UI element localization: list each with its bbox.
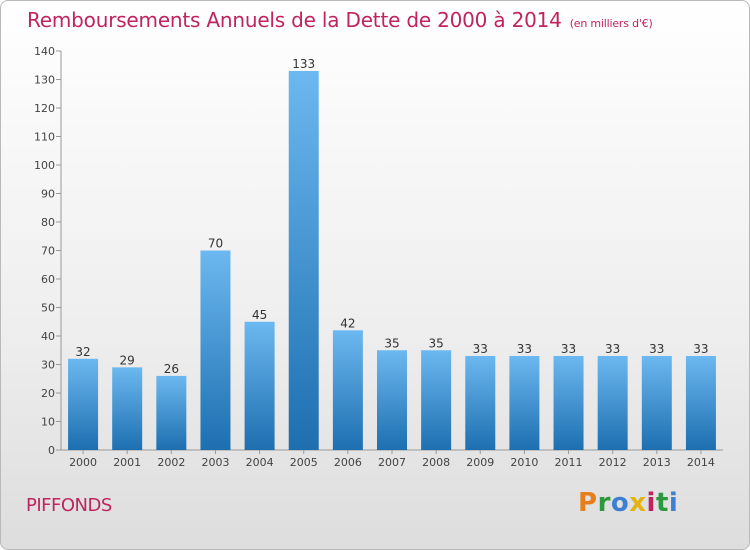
bar-value-label: 26 <box>164 362 179 376</box>
y-tick-label: 110 <box>34 131 55 144</box>
logo-letter: r <box>597 488 611 518</box>
y-tick-label: 100 <box>34 159 55 172</box>
x-tick-label: 2009 <box>466 456 494 469</box>
bar-value-label: 33 <box>561 342 576 356</box>
logo-letter: i <box>646 488 656 518</box>
bar-value-label: 33 <box>473 342 488 356</box>
bar-value-label: 33 <box>649 342 664 356</box>
bar <box>465 355 496 450</box>
x-tick-label: 2008 <box>422 456 450 469</box>
logo-letter: t <box>655 488 669 518</box>
x-tick-label: 2002 <box>157 456 185 469</box>
bar <box>509 355 540 450</box>
bar <box>421 350 452 450</box>
bar <box>553 355 584 450</box>
x-tick-label: 2001 <box>113 456 141 469</box>
bar <box>156 375 187 450</box>
x-tick-label: 2011 <box>555 456 583 469</box>
bar <box>332 330 363 450</box>
proxiti-logo: Proxiti <box>578 488 678 518</box>
y-tick-label: 10 <box>41 416 55 429</box>
y-tick-label: 60 <box>41 273 55 286</box>
bar-value-label: 45 <box>252 308 267 322</box>
y-tick-label: 20 <box>41 387 55 400</box>
bar-value-label: 35 <box>384 336 399 350</box>
bar-value-label: 33 <box>605 342 620 356</box>
bar-value-label: 32 <box>75 345 90 359</box>
x-tick-label: 2014 <box>687 456 715 469</box>
chart-title: Remboursements Annuels de la Dette de 20… <box>27 8 653 32</box>
y-tick-label: 120 <box>34 102 55 115</box>
bar <box>641 355 672 450</box>
y-tick-label: 70 <box>41 245 55 258</box>
x-tick-label: 2006 <box>334 456 362 469</box>
x-tick-label: 2003 <box>201 456 229 469</box>
logo-letter: x <box>629 488 647 518</box>
bar-value-label: 133 <box>292 57 315 71</box>
x-tick-label: 2004 <box>246 456 274 469</box>
bar <box>68 358 99 450</box>
logo-letter: P <box>578 488 598 518</box>
x-tick-label: 2013 <box>643 456 671 469</box>
bar <box>288 70 319 450</box>
x-tick-label: 2000 <box>69 456 97 469</box>
y-tick-label: 140 <box>34 45 55 58</box>
chart-unit: (en milliers d'€) <box>569 17 653 30</box>
x-tick-label: 2007 <box>378 456 406 469</box>
bar-value-label: 33 <box>693 342 708 356</box>
y-tick-label: 80 <box>41 216 55 229</box>
y-tick-label: 40 <box>41 330 55 343</box>
x-tick-label: 2005 <box>290 456 318 469</box>
bar-value-label: 29 <box>120 353 135 367</box>
bar <box>685 355 716 450</box>
bar <box>244 321 275 450</box>
bar-value-label: 70 <box>208 237 223 251</box>
bar <box>112 367 143 450</box>
y-tick-label: 30 <box>41 359 55 372</box>
x-tick-label: 2010 <box>510 456 538 469</box>
x-tick-label: 2012 <box>599 456 627 469</box>
bar-value-label: 35 <box>428 336 443 350</box>
commune-name: PIFFONDS <box>26 495 112 516</box>
logo-letter: i <box>668 488 679 518</box>
y-tick-label: 90 <box>41 188 55 201</box>
y-tick-label: 50 <box>41 302 55 315</box>
bar <box>597 355 628 450</box>
bar-value-label: 33 <box>517 342 532 356</box>
chart-title-text: Remboursements Annuels de la Dette de 20… <box>27 8 562 32</box>
logo-letter: o <box>610 488 630 518</box>
bar-value-label: 42 <box>340 316 355 330</box>
bar <box>377 350 407 450</box>
y-tick-label: 130 <box>34 74 55 87</box>
bar <box>200 250 231 450</box>
y-tick-label: 0 <box>48 444 55 457</box>
